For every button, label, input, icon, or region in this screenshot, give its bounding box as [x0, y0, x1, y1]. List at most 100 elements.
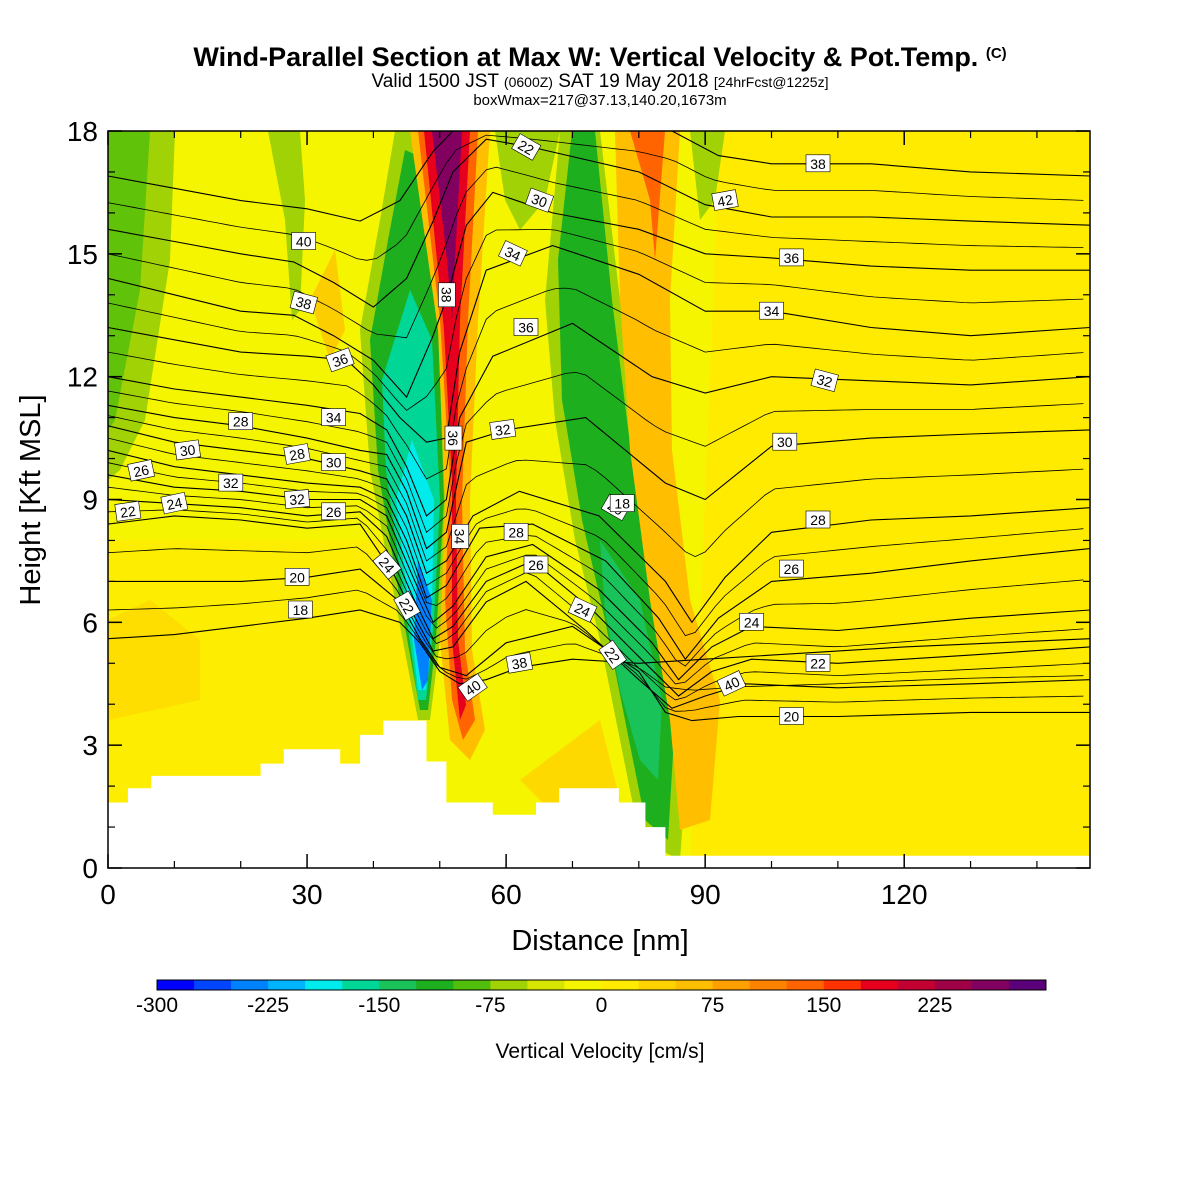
contour-label: 24 — [739, 612, 764, 631]
contour-label-text: 38 — [438, 287, 454, 303]
contour-label: 34 — [759, 301, 784, 320]
theta-contour-minor — [108, 228, 1084, 411]
contour-label-text: 24 — [572, 599, 593, 620]
contour-label-box — [174, 439, 201, 461]
vv-region-sink-mid-top — [495, 131, 560, 230]
chart-title: Wind-Parallel Section at Max W: Vertical… — [0, 42, 1200, 73]
contour-label-text: 42 — [716, 191, 734, 209]
contour-label-text: 32 — [815, 371, 834, 391]
contour-label-text: 40 — [721, 673, 742, 694]
y-tick-label: 15 — [67, 239, 98, 270]
valid-time-prefix: Valid 1500 JST — [371, 71, 499, 92]
contour-label-text: 32 — [289, 491, 306, 508]
colorbar-swatch — [601, 980, 640, 990]
colorbar-swatch — [157, 980, 195, 990]
contour-label-box — [759, 301, 784, 320]
colorbar-swatch — [453, 980, 491, 990]
colorbar-swatch — [1008, 980, 1047, 990]
theta-contour-minor — [108, 462, 1084, 667]
contour-label: 24 — [160, 491, 189, 515]
contour-label-box — [457, 673, 488, 702]
contour-label: 34 — [498, 240, 528, 267]
colorbar-swatch — [379, 980, 417, 990]
contour-label-text: 36 — [784, 250, 800, 266]
contour-label-box — [805, 510, 831, 529]
potential-temperature-contours — [108, 131, 1090, 722]
contour-label-text: 28 — [810, 512, 826, 528]
y-tick-label: 6 — [82, 607, 98, 638]
contour-label-text: 40 — [296, 234, 312, 250]
vv-region-sink-band-core — [600, 540, 662, 780]
contour-label-box — [284, 567, 310, 586]
contour-label-text: 30 — [529, 190, 549, 210]
x-tick-label: 30 — [291, 879, 322, 910]
y-tick-label: 0 — [82, 853, 98, 884]
contour-label-text: 36 — [330, 350, 350, 370]
contour-label-text: 30 — [326, 455, 342, 471]
contour-label-text: 22 — [119, 503, 137, 521]
contour-label-text: 36 — [518, 320, 534, 336]
contour-label-box — [805, 154, 831, 173]
theta-contour-minor — [108, 371, 1084, 533]
colorbar-tick-label: 75 — [701, 994, 724, 1017]
contour-label-box — [598, 639, 627, 670]
contour-label-box — [716, 670, 747, 697]
contour-label: 26 — [779, 559, 804, 578]
theta-contour-minor — [108, 415, 1084, 562]
colorbar-swatch — [749, 980, 788, 990]
contour-label-box — [289, 290, 318, 315]
contour-label: 32 — [810, 368, 839, 393]
contour-label: 34 — [451, 524, 470, 549]
vv-region-warm-patch-2 — [108, 600, 200, 720]
contour-label-text: 22 — [396, 595, 418, 617]
contour-label-box — [567, 596, 598, 623]
terrain — [108, 720, 1090, 868]
contour-label: 24 — [372, 549, 402, 580]
valid-date: SAT 19 May 2018 — [558, 71, 709, 92]
colorbar-swatch — [675, 980, 714, 990]
contour-label: 22 — [598, 639, 627, 670]
contour-label: 38 — [289, 290, 318, 315]
colorbar-swatch — [971, 980, 1010, 990]
colorbar-swatch — [564, 980, 602, 990]
x-tick-label: 120 — [881, 879, 928, 910]
contour-label-text: 22 — [810, 655, 826, 671]
contour-label-box — [609, 494, 635, 512]
vv-region-updraft-band — [630, 131, 665, 260]
colorbar-tick-label: 150 — [806, 994, 841, 1017]
theta-contour-minor — [108, 589, 1084, 691]
contour-label: 26 — [523, 555, 549, 574]
colorbar-title: Vertical Velocity [cm/s] — [496, 1040, 705, 1063]
vv-region-updraft-strong — [424, 131, 470, 720]
contour-label: 32 — [284, 489, 311, 509]
contour-label-box — [805, 653, 831, 672]
contour-label-text: 18 — [293, 602, 309, 618]
contour-label-box — [127, 459, 155, 482]
colorbar-swatch — [860, 980, 899, 990]
theta-contour-40 — [108, 138, 1090, 308]
y-tick-label: 12 — [67, 362, 98, 393]
contour-label-box — [523, 555, 549, 574]
contour-label-box — [321, 408, 346, 426]
colorbar-frame — [156, 979, 1047, 991]
contour-label: 28 — [283, 443, 311, 465]
colorbar-tick-label: -300 — [136, 994, 178, 1017]
contour-label: 30 — [321, 453, 346, 471]
contour-label: 28 — [805, 510, 831, 529]
contour-label: 38 — [505, 652, 533, 674]
contour-labels: 2226243032283228201830263436384024223836… — [114, 133, 839, 725]
vv-region-sink-right-top — [690, 131, 725, 220]
contour-label-box — [711, 189, 739, 211]
contour-label-box — [498, 240, 528, 267]
y-tick-label: 3 — [82, 730, 98, 761]
contour-label: 22 — [511, 133, 542, 161]
contour-label-box — [779, 248, 804, 267]
contour-label-box — [114, 500, 142, 522]
contour-label: 32 — [489, 418, 517, 440]
terrain-profile — [108, 720, 1090, 868]
contour-label: 32 — [218, 473, 244, 492]
copyright-mark: (C) — [985, 45, 1007, 62]
contour-label-box — [160, 491, 189, 515]
